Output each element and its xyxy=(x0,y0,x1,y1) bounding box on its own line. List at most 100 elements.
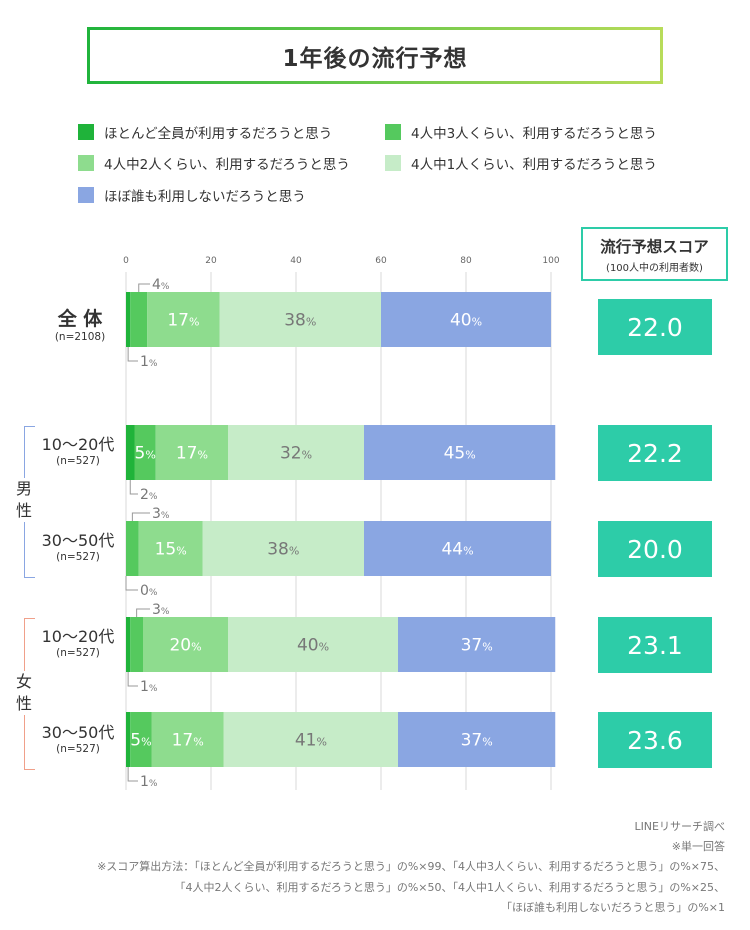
score-total: 22.0 xyxy=(598,299,712,355)
legend-label-1: ほとんど全員が利用するだろうと思う xyxy=(104,126,333,142)
bar-segment-2-4 xyxy=(228,425,364,480)
row-label-total: 全 体 (n=2108) xyxy=(42,304,118,343)
legend-item-5: ほぼ誰も利用しないだろうと思う xyxy=(78,185,306,205)
row-label-n: (n=527) xyxy=(56,647,100,659)
callout-label-1-2: 4% xyxy=(152,277,170,293)
legend-swatch-3 xyxy=(78,155,94,171)
data-label-3-3: 15% xyxy=(155,540,187,560)
score-female-older: 23.6 xyxy=(598,712,712,768)
bar-segment-5-3 xyxy=(151,712,224,767)
legend-label-2: 4人中3人くらい、利用するだろうと思う xyxy=(411,126,657,142)
data-label-4-5: 37% xyxy=(461,636,493,656)
data-label-1-3: 17% xyxy=(167,311,199,331)
legend-item-3: 4人中2人くらい、利用するだろうと思う xyxy=(78,153,350,173)
x-tick-label-40: 40 xyxy=(290,256,302,266)
legend-swatch-4 xyxy=(385,155,401,171)
bar-segment-5-4 xyxy=(223,712,398,767)
bar-segment-1-3 xyxy=(147,292,220,347)
legend-label-5: ほぼ誰も利用しないだろうと思う xyxy=(104,189,306,205)
footnote-source: LINEリサーチ調べ xyxy=(634,820,725,833)
callout-line-3-2 xyxy=(131,512,150,521)
data-label-5-2: 5% xyxy=(130,731,151,751)
data-label-2-5: 45% xyxy=(444,444,476,464)
legend-swatch-5 xyxy=(78,187,94,203)
data-label-5-3: 17% xyxy=(172,731,204,751)
data-label-3-4: 38% xyxy=(267,540,299,560)
callout-line-4-2 xyxy=(136,608,150,617)
x-tick-label-80: 80 xyxy=(460,256,472,266)
data-label-5-5: 37% xyxy=(461,731,493,751)
footnote-method-3: 「ほぼ誰も利用しないだろうと思う」の%×1 xyxy=(500,901,725,914)
legend-label-4: 4人中1人くらい、利用するだろうと思う xyxy=(411,157,657,173)
callout-line-1-2 xyxy=(138,283,150,292)
legend-swatch-2 xyxy=(385,124,401,140)
data-label-4-4: 40% xyxy=(297,636,329,656)
bar-segment-4-5 xyxy=(398,617,556,672)
data-label-1-4: 38% xyxy=(284,311,316,331)
callout-line-4-1 xyxy=(127,672,138,687)
bar-segment-5-5 xyxy=(398,712,556,767)
footnote-single-answer: ※単一回答 xyxy=(671,840,725,853)
x-tick-label-100: 100 xyxy=(542,256,559,266)
bar-segment-4-3 xyxy=(143,617,228,672)
legend-label-3: 4人中2人くらい、利用するだろうと思う xyxy=(104,157,350,173)
callout-line-2-1 xyxy=(129,480,138,495)
bar-segment-3-5 xyxy=(364,521,551,576)
bar-segment-2-1 xyxy=(126,425,135,480)
row-label-main: 30〜50代 xyxy=(41,723,115,742)
callout-label-2-1: 2% xyxy=(140,487,158,503)
row-label-n: (n=527) xyxy=(56,551,100,563)
data-label-2-2: 5% xyxy=(134,444,155,464)
bar-segment-4-4 xyxy=(228,617,398,672)
legend-item-2: 4人中3人くらい、利用するだろうと思う xyxy=(385,122,657,142)
group-label-male: 男 性 xyxy=(14,478,34,522)
row-label-main: 全 体 xyxy=(57,308,103,330)
bar-segment-5-1 xyxy=(126,712,131,767)
bar-segment-4-2 xyxy=(130,617,143,672)
row-label-male-older: 30〜50代 (n=527) xyxy=(36,527,120,563)
score-male-older: 20.0 xyxy=(598,521,712,577)
footnote-method-2: 「4人中2人くらい、利用するだろうと思う」の%×50、「4人中1人くらい、利用す… xyxy=(174,881,725,894)
legend-item-1: ほとんど全員が利用するだろうと思う xyxy=(78,122,332,142)
callout-line-1-1 xyxy=(127,347,138,362)
legend-item-4: 4人中1人くらい、利用するだろうと思う xyxy=(385,153,657,173)
callout-label-4-2: 3% xyxy=(152,602,170,618)
callout-line-3-1 xyxy=(125,576,138,591)
title-frame: 1年後の流行予想 xyxy=(87,27,663,84)
bar-segment-5-2 xyxy=(130,712,152,767)
row-label-n: (n=527) xyxy=(56,455,100,467)
score-male-young: 22.2 xyxy=(598,425,712,481)
row-label-main: 10〜20代 xyxy=(41,435,115,454)
bar-segment-3-3 xyxy=(138,521,203,576)
data-label-5-4: 41% xyxy=(295,731,327,751)
data-label-2-4: 32% xyxy=(280,444,312,464)
bar-segment-1-5 xyxy=(381,292,551,347)
bar-segment-3-2 xyxy=(126,521,139,576)
row-label-male-young: 10〜20代 (n=527) xyxy=(36,431,120,467)
group-label-female: 女 性 xyxy=(14,671,34,715)
data-label-2-3: 17% xyxy=(176,444,208,464)
data-label-1-5: 40% xyxy=(450,311,482,331)
data-label-4-3: 20% xyxy=(169,636,201,656)
callout-label-1-1: 1% xyxy=(140,354,158,370)
bar-segment-2-2 xyxy=(134,425,156,480)
row-label-main: 30〜50代 xyxy=(41,531,115,550)
callout-label-4-1: 1% xyxy=(140,679,158,695)
bar-segment-1-2 xyxy=(130,292,148,347)
bar-segment-1-4 xyxy=(219,292,381,347)
callout-label-3-1: 0% xyxy=(140,583,158,599)
chart-title: 1年後の流行予想 xyxy=(282,45,468,72)
data-label-3-5: 44% xyxy=(441,540,473,560)
bar-segment-4-1 xyxy=(126,617,131,672)
callout-label-3-2: 3% xyxy=(152,506,170,522)
x-tick-label-20: 20 xyxy=(205,256,217,266)
score-header: 流行予想スコア (100人中の利用者数) xyxy=(581,227,728,281)
bar-segment-3-4 xyxy=(202,521,364,576)
score-header-subtitle: (100人中の利用者数) xyxy=(606,263,703,274)
x-tick-label-0: 0 xyxy=(123,256,129,266)
bar-segment-2-5 xyxy=(364,425,556,480)
legend-swatch-1 xyxy=(78,124,94,140)
row-label-female-older: 30〜50代 (n=527) xyxy=(36,719,120,755)
x-tick-label-60: 60 xyxy=(375,256,387,266)
row-label-n: (n=527) xyxy=(56,743,100,755)
